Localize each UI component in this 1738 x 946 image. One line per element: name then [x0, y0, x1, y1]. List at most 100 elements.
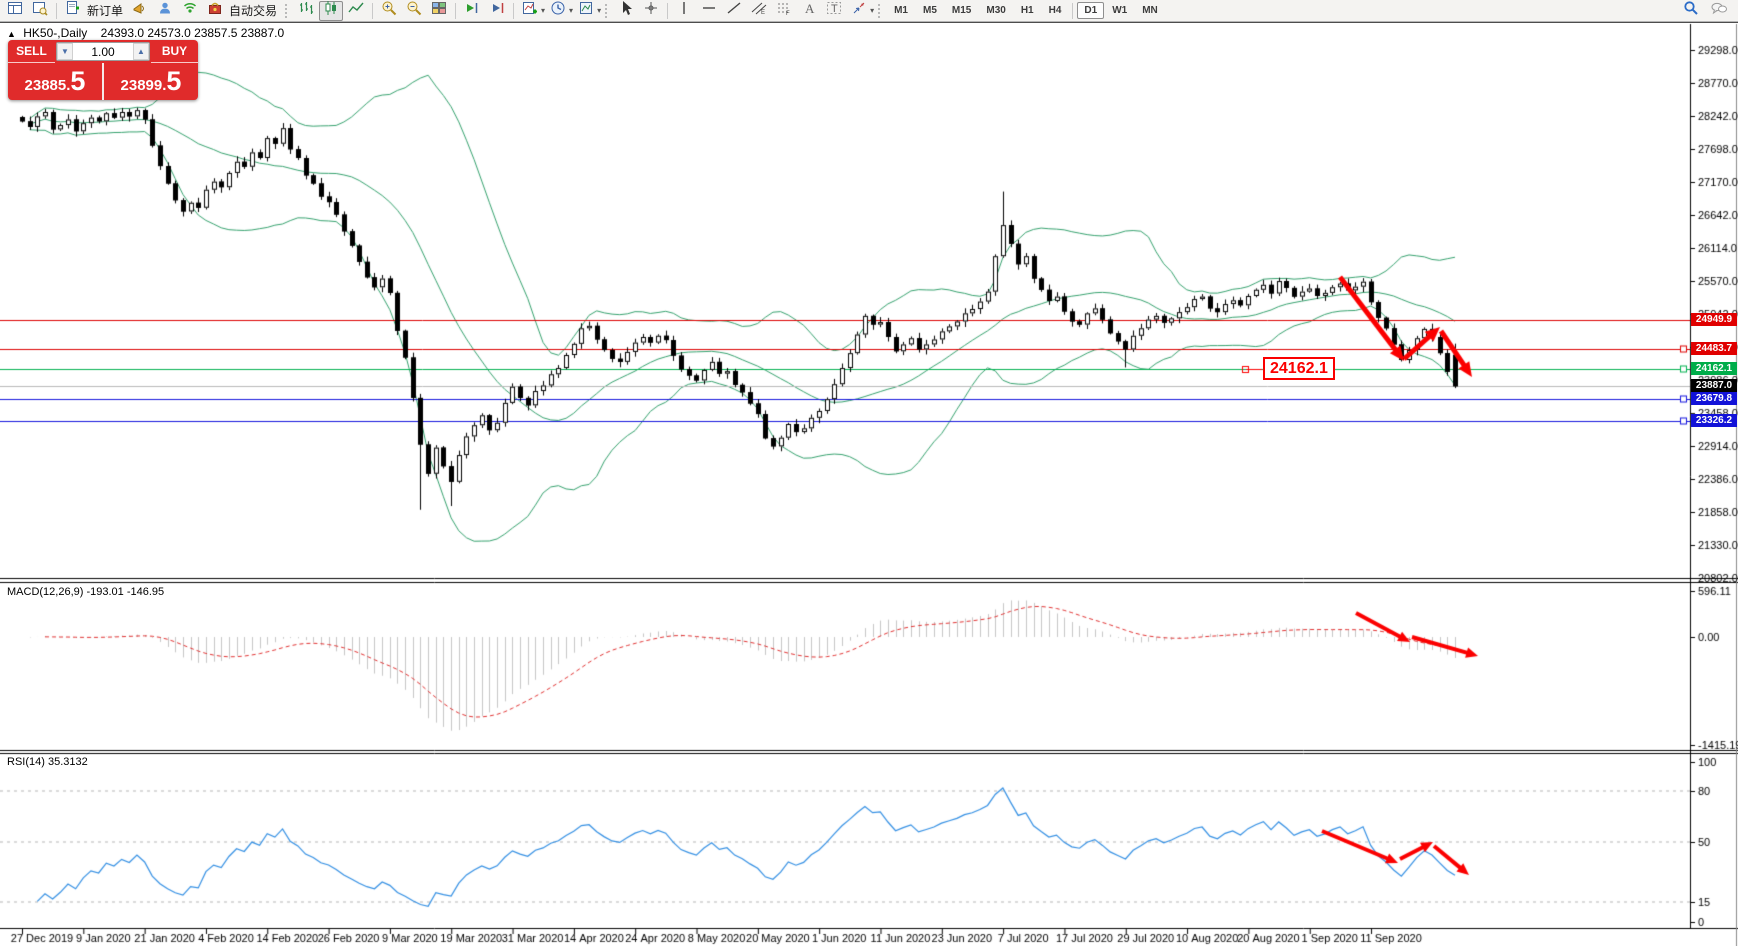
zoom-in-icon [381, 0, 397, 21]
buy-price-dot: . [162, 77, 167, 94]
periods-icon [550, 0, 566, 21]
signals-icon [182, 0, 198, 21]
sell-button[interactable]: SELL [8, 40, 55, 63]
price-chart-canvas[interactable] [0, 23, 1738, 946]
buy-price-big-digit: 5 [166, 66, 182, 96]
indicators-dropdown[interactable]: ▾ [541, 6, 546, 15]
trendline-button[interactable] [722, 1, 746, 21]
buy-button[interactable]: BUY [151, 40, 198, 63]
chat-button[interactable] [1707, 1, 1731, 21]
tf-m5[interactable]: M5 [923, 5, 937, 16]
tf-w1[interactable]: W1 [1112, 5, 1128, 16]
fibonacci-button[interactable]: F [772, 1, 796, 21]
bar-chart-button[interactable] [294, 1, 318, 21]
cursor-icon [618, 0, 634, 21]
tile-windows-button[interactable] [427, 1, 451, 21]
buy-price-main: 23899 [120, 77, 163, 94]
rsi-label: RSI(14) 35.3132 [7, 756, 88, 768]
tf-m30[interactable]: M30 [986, 5, 1006, 16]
cursor-button[interactable] [614, 1, 638, 21]
line-chart-button[interactable] [344, 1, 368, 21]
candlestick-chart-button[interactable] [319, 0, 344, 21]
market-icon [207, 0, 223, 21]
new-order-label[interactable]: 新订单 [87, 4, 124, 18]
level-badge: 23679.8 [1691, 392, 1737, 405]
text-button[interactable]: A [797, 1, 821, 21]
search-button[interactable] [1679, 1, 1703, 21]
vertical-line-icon [676, 0, 692, 21]
auto-scroll-button[interactable] [460, 1, 484, 21]
svg-text:F: F [786, 11, 790, 16]
collapse-triangle-icon[interactable]: ▲ [7, 29, 16, 39]
tile-windows-icon [431, 0, 447, 21]
market-watch-button[interactable] [3, 1, 27, 21]
indicators-icon [522, 0, 538, 21]
templates-dropdown[interactable]: ▾ [597, 6, 602, 15]
equidistant-channel-icon: E [751, 0, 767, 21]
rsi-value: 35.3132 [47, 756, 88, 768]
tf-m15[interactable]: M15 [951, 5, 972, 16]
volume-value[interactable]: 1.00 [91, 44, 115, 59]
crosshair-icon [643, 0, 659, 21]
buy-price[interactable]: 23899.5 [104, 63, 198, 100]
new-order-button[interactable] [61, 1, 85, 21]
candlestick-chart-icon [323, 0, 339, 21]
quote-ohlc: 24393.0 24573.0 23857.5 23887.0 [100, 26, 285, 40]
horizontal-line-icon [701, 0, 717, 21]
vertical-line-button[interactable] [672, 1, 696, 21]
arrows-dropdown[interactable]: ▾ [870, 6, 875, 15]
horizontal-line-button[interactable] [697, 1, 721, 21]
crosshair-button[interactable] [639, 1, 663, 21]
arrows-button[interactable] [847, 1, 871, 21]
megaphone-button[interactable] [128, 1, 152, 21]
chart-shift-icon [489, 0, 505, 21]
zoom-out-icon [406, 0, 422, 21]
text-label-button[interactable]: T [822, 1, 846, 21]
line-chart-icon [348, 0, 364, 21]
svg-text:E: E [761, 10, 765, 16]
symbol-period: HK50-,Daily [23, 26, 88, 40]
svg-text:A: A [805, 1, 815, 16]
current-price-badge: 23887.0 [1691, 379, 1737, 392]
market-button[interactable] [203, 1, 227, 21]
macd-name: MACD(12,26,9) [7, 586, 84, 598]
sell-price[interactable]: 23885.5 [8, 63, 104, 100]
fibonacci-icon: F [776, 0, 792, 21]
community-button[interactable] [153, 1, 177, 21]
bar-chart-icon [298, 0, 314, 21]
community-icon [157, 0, 173, 21]
tf-h1[interactable]: H1 [1020, 5, 1034, 16]
arrows-icon [851, 0, 867, 21]
macd-values: -193.01 -146.95 [86, 586, 165, 598]
level-badge: 23326.2 [1691, 414, 1737, 427]
indicators-button[interactable] [518, 1, 542, 21]
volume-decrease-button[interactable]: ▼ [57, 43, 73, 60]
tf-h4[interactable]: H4 [1048, 5, 1062, 16]
zoom-in-button[interactable] [377, 1, 401, 21]
chart-shift-button[interactable] [485, 1, 509, 21]
text-label-icon: T [826, 0, 842, 21]
search-icon [1683, 0, 1699, 21]
price-annotation[interactable]: 24162.1 [1263, 357, 1335, 380]
volume-increase-button[interactable]: ▲ [133, 43, 149, 60]
signals-button[interactable] [178, 1, 202, 21]
tf-d1[interactable]: D1 [1077, 2, 1105, 19]
zoom-out-button[interactable] [402, 1, 426, 21]
svg-text:T: T [831, 3, 838, 15]
sell-price-main: 23885 [24, 77, 67, 94]
periods-button[interactable] [546, 1, 570, 21]
market-watch-icon [7, 0, 23, 21]
trendline-icon [726, 0, 742, 21]
auto-trading-label[interactable]: 自动交易 [229, 4, 278, 18]
equidistant-channel-button[interactable]: E [747, 1, 771, 21]
templates-icon [578, 0, 594, 21]
templates-button[interactable] [574, 1, 598, 21]
toolbar: 新订单 自动交易 ▾ ▾ ▾ [0, 0, 1738, 22]
tf-m1[interactable]: M1 [894, 5, 908, 16]
data-window-button[interactable] [28, 1, 52, 21]
sell-price-big-digit: 5 [70, 66, 86, 96]
periods-dropdown[interactable]: ▾ [569, 6, 574, 15]
chart-window: ▲ HK50-,Daily 24393.0 24573.0 23857.5 23… [0, 22, 1738, 946]
tf-mn[interactable]: MN [1142, 5, 1158, 16]
megaphone-icon [132, 0, 148, 21]
